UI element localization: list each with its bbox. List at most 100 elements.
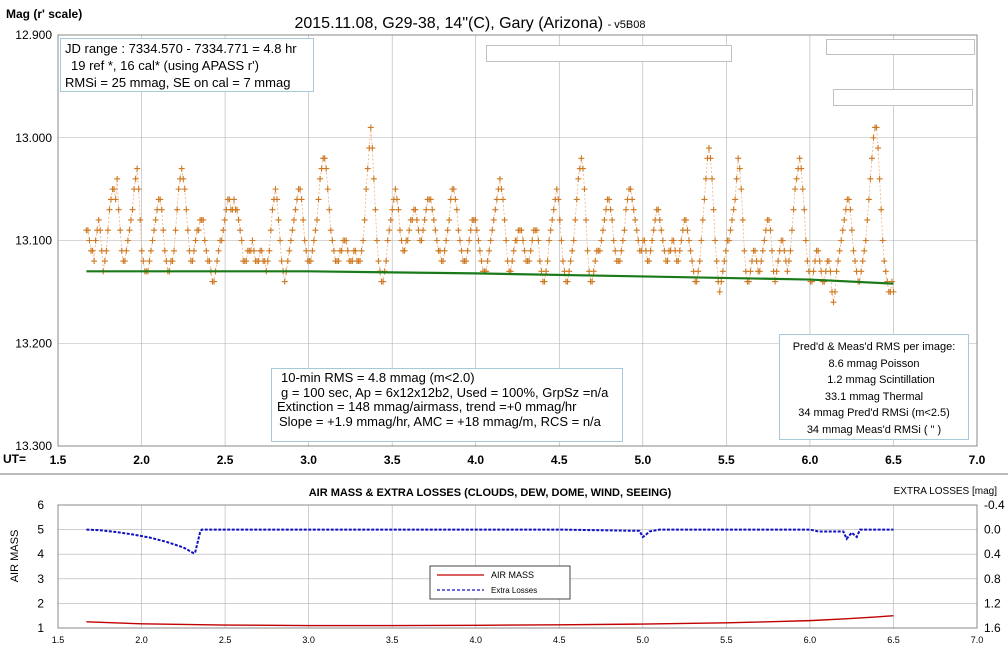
data-point bbox=[529, 237, 536, 244]
data-point bbox=[421, 216, 428, 223]
data-point bbox=[801, 206, 808, 213]
data-point bbox=[123, 247, 130, 254]
data-point bbox=[492, 206, 499, 213]
data-point bbox=[650, 227, 657, 234]
data-point bbox=[443, 237, 450, 244]
data-point bbox=[709, 175, 716, 182]
x-tick-label: 4.0 bbox=[467, 453, 484, 467]
data-point bbox=[629, 196, 636, 203]
data-point bbox=[535, 237, 542, 244]
data-point bbox=[693, 278, 700, 285]
x-tick-label: 5.0 bbox=[637, 635, 650, 645]
data-point bbox=[839, 227, 846, 234]
data-point bbox=[132, 175, 139, 182]
data-point bbox=[329, 237, 336, 244]
data-point bbox=[836, 247, 843, 254]
x-tick-label: 5.5 bbox=[720, 635, 733, 645]
data-point bbox=[387, 216, 394, 223]
x-tick-label: 4.5 bbox=[551, 453, 568, 467]
data-point bbox=[478, 258, 485, 265]
data-point bbox=[181, 186, 188, 193]
data-point bbox=[121, 258, 128, 265]
data-point bbox=[404, 237, 411, 244]
data-point bbox=[312, 227, 319, 234]
light-curve-connector bbox=[86, 127, 894, 303]
data-point bbox=[393, 196, 400, 203]
data-point bbox=[235, 216, 242, 223]
data-point bbox=[97, 227, 104, 234]
data-point bbox=[86, 237, 93, 244]
data-point bbox=[289, 227, 296, 234]
data-point bbox=[330, 247, 337, 254]
data-point bbox=[274, 196, 281, 203]
data-point bbox=[845, 196, 852, 203]
data-point bbox=[486, 247, 493, 254]
data-point bbox=[864, 216, 871, 223]
data-point bbox=[269, 206, 276, 213]
data-point bbox=[157, 196, 164, 203]
jd-range-box: JD range : 7334.570 - 7334.771 = 4.8 hr … bbox=[60, 38, 314, 92]
data-point bbox=[287, 237, 294, 244]
data-point bbox=[687, 247, 694, 254]
data-point bbox=[802, 237, 809, 244]
data-point bbox=[467, 227, 474, 234]
data-point bbox=[493, 196, 500, 203]
bottom-chart-title: AIR MASS & EXTRA LOSSES (CLOUDS, DEW, DO… bbox=[309, 487, 672, 499]
data-point bbox=[184, 227, 191, 234]
data-point bbox=[450, 186, 457, 193]
data-point bbox=[870, 134, 877, 141]
data-point bbox=[307, 258, 314, 265]
data-point bbox=[298, 196, 305, 203]
data-point bbox=[781, 247, 788, 254]
data-point bbox=[741, 247, 748, 254]
data-point bbox=[659, 237, 666, 244]
data-point bbox=[310, 237, 317, 244]
data-point bbox=[792, 186, 799, 193]
data-point bbox=[124, 237, 131, 244]
right-tick-label: 1.6 bbox=[984, 621, 1001, 635]
data-point bbox=[171, 247, 178, 254]
data-point bbox=[827, 268, 834, 275]
data-point bbox=[555, 196, 562, 203]
x-tick-label: 3.0 bbox=[300, 453, 317, 467]
data-point bbox=[206, 258, 213, 265]
data-point bbox=[579, 165, 586, 172]
data-point bbox=[327, 227, 334, 234]
data-point bbox=[882, 268, 889, 275]
data-point bbox=[612, 247, 619, 254]
data-point bbox=[759, 247, 766, 254]
data-point bbox=[395, 206, 402, 213]
data-point bbox=[169, 258, 176, 265]
data-point bbox=[397, 227, 404, 234]
data-point bbox=[452, 196, 459, 203]
data-point bbox=[556, 216, 563, 223]
right-tick-label: 0.8 bbox=[984, 572, 1001, 586]
data-point bbox=[735, 155, 742, 162]
data-point bbox=[383, 258, 390, 265]
data-point bbox=[646, 258, 653, 265]
top-y-ticks: 12.900 13.000 13.100 13.200 13.300 bbox=[15, 28, 52, 453]
data-point bbox=[589, 278, 596, 285]
data-point bbox=[518, 227, 525, 234]
data-point bbox=[277, 237, 284, 244]
bottom-series bbox=[86, 528, 894, 627]
right-tick-label: -0.4 bbox=[984, 498, 1005, 512]
data-point bbox=[559, 258, 566, 265]
data-point bbox=[547, 227, 554, 234]
data-point bbox=[544, 258, 551, 265]
data-point bbox=[682, 216, 689, 223]
data-point bbox=[432, 227, 439, 234]
data-point bbox=[191, 247, 198, 254]
data-point bbox=[369, 145, 376, 152]
data-point bbox=[607, 206, 614, 213]
rms-poisson: 8.6 mmag Poisson bbox=[828, 357, 920, 370]
data-point bbox=[178, 165, 185, 172]
x-tick-label: 1.5 bbox=[52, 635, 65, 645]
data-point bbox=[372, 206, 379, 213]
extra-losses-line bbox=[86, 528, 894, 554]
data-point bbox=[413, 216, 420, 223]
data-point bbox=[401, 247, 408, 254]
rms-title: Pred'd & Meas'd RMS per image: bbox=[792, 341, 956, 353]
data-point bbox=[847, 206, 854, 213]
data-point bbox=[784, 268, 791, 275]
